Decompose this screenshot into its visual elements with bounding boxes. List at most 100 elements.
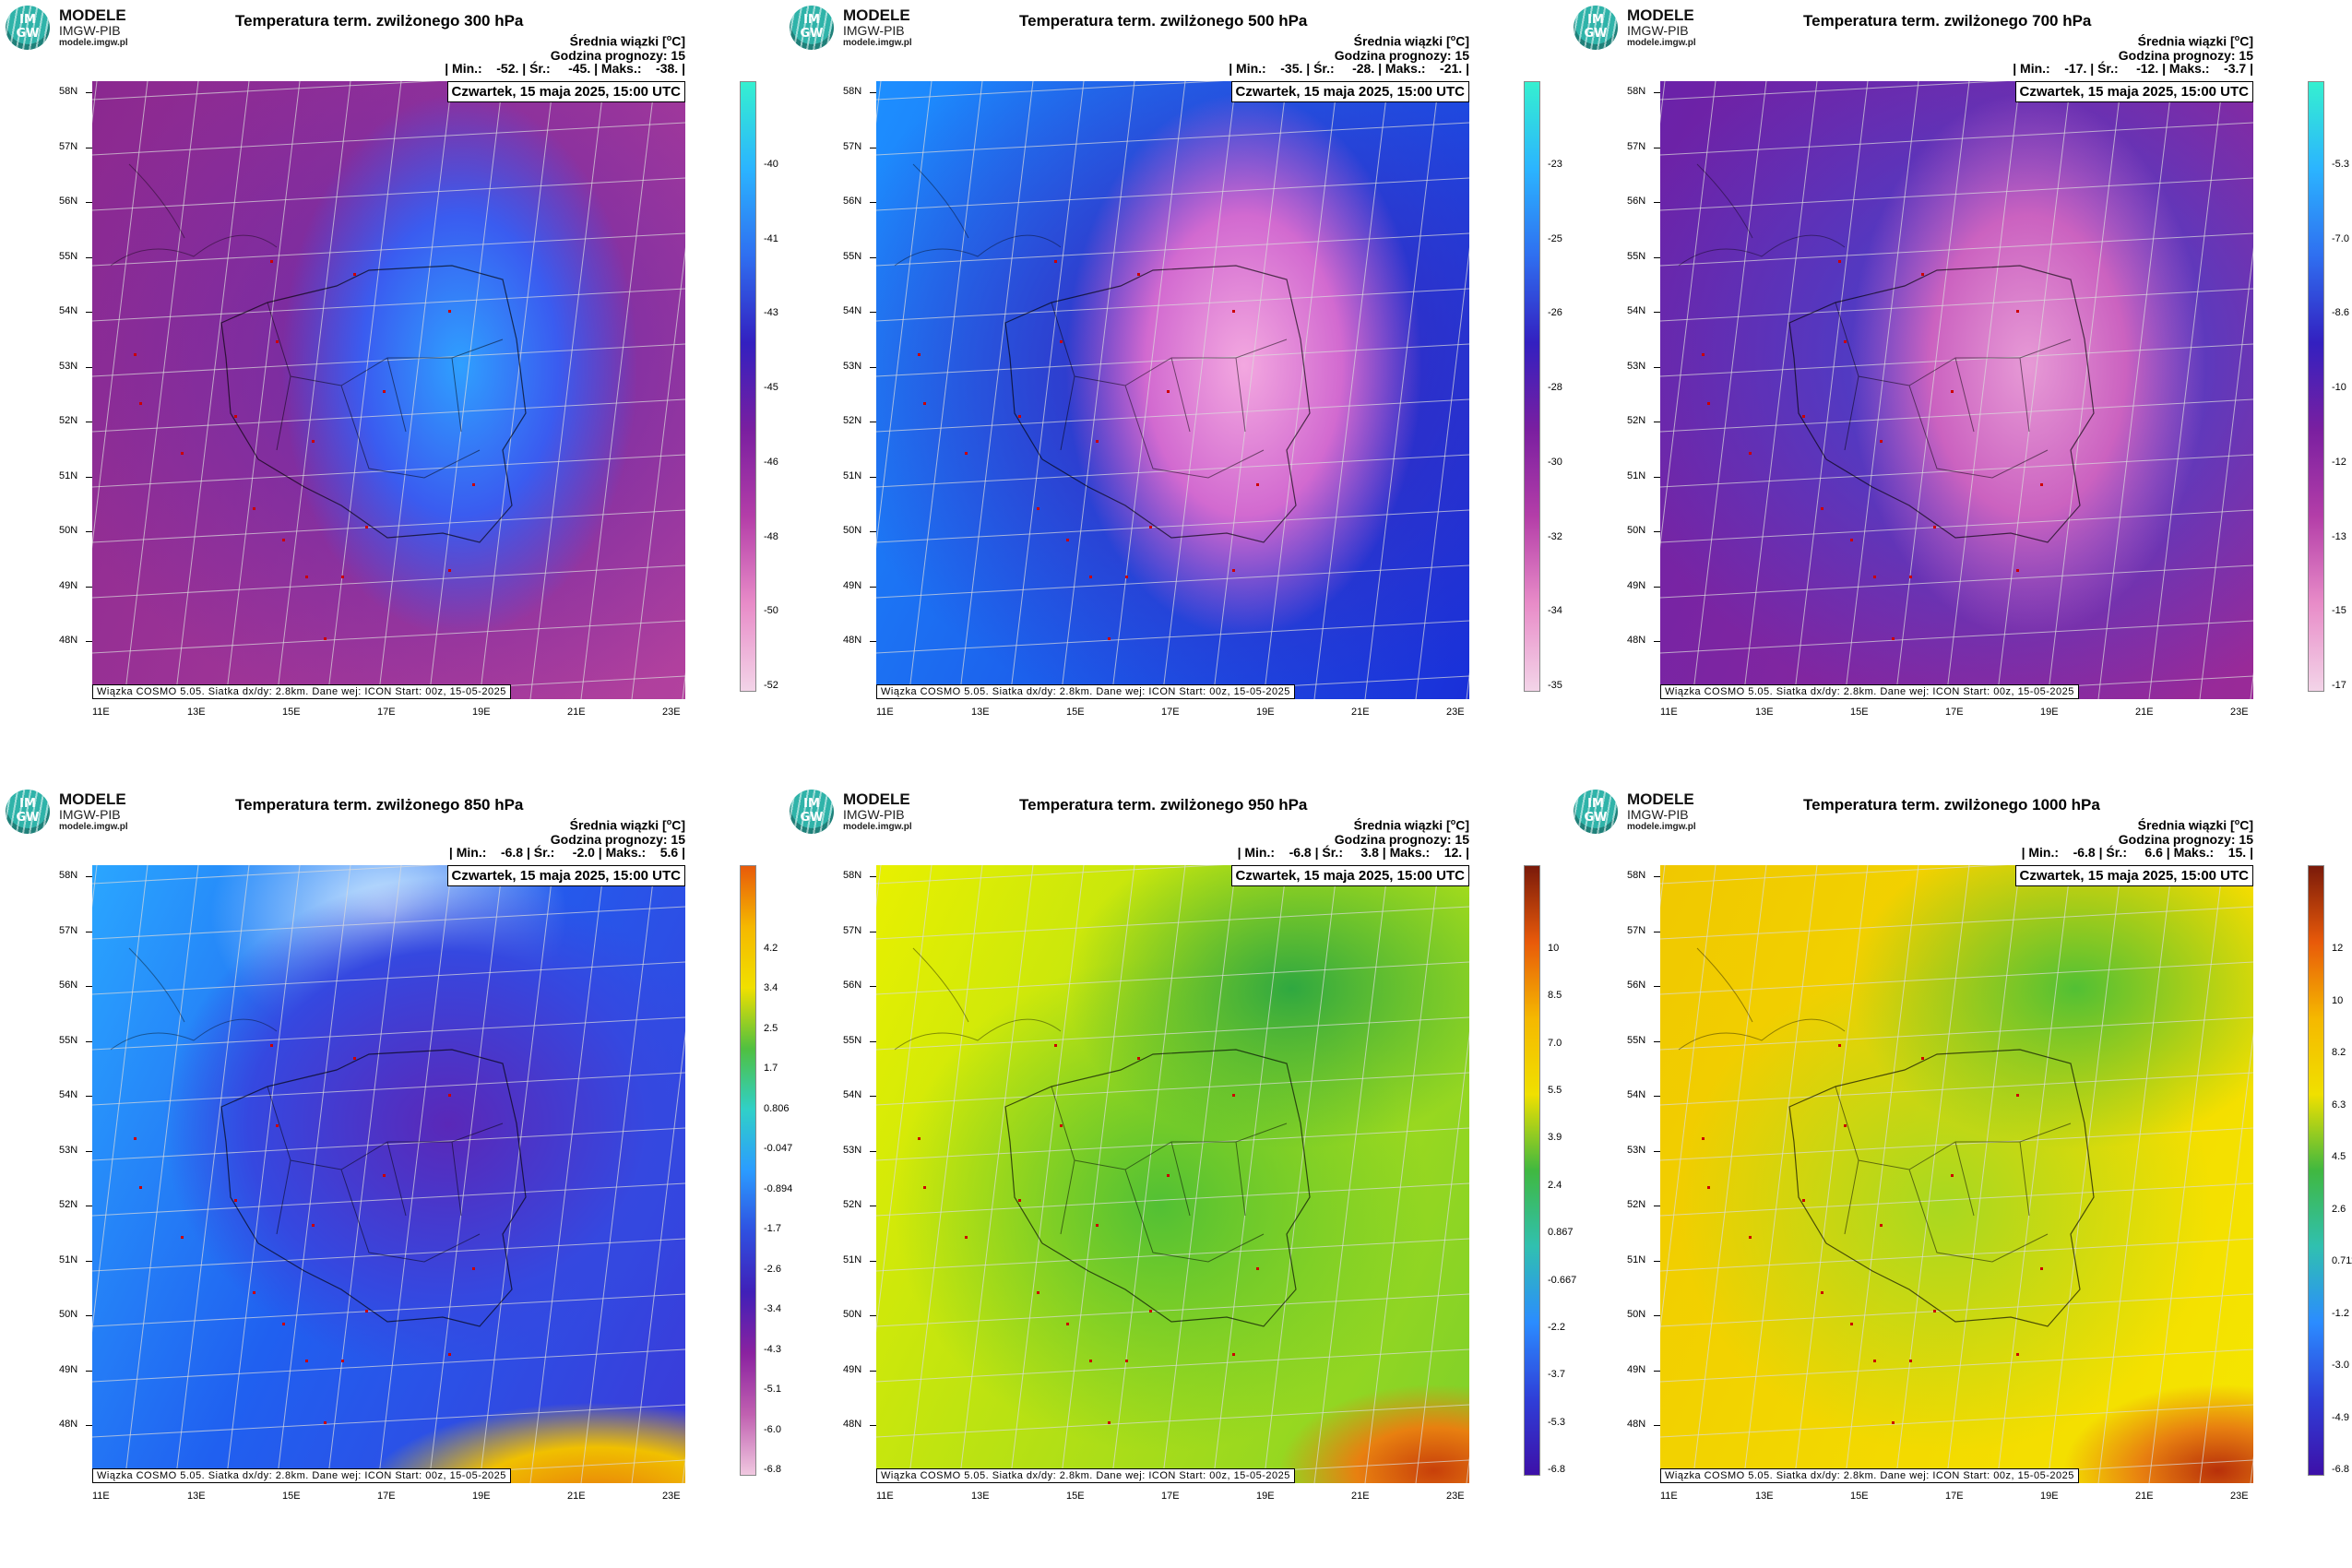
colorbar-label: -12 — [2332, 456, 2346, 468]
longitude-label: 19E — [472, 1491, 491, 1502]
colorbar-label: -52 — [764, 680, 778, 691]
colorbar-label: 12 — [2332, 943, 2344, 954]
city-marker — [1702, 1136, 1705, 1140]
longitude-label: 13E — [1755, 707, 1774, 718]
city-marker — [281, 538, 285, 541]
temperature-map: Czwartek, 15 maja 2025, 15:00 UTC Wiązka … — [92, 81, 685, 699]
forecast-hour: Godzina prognozy: 15 — [2118, 831, 2253, 847]
latitude-label: 55N — [1627, 1034, 1646, 1046]
longitude-label: 17E — [1161, 707, 1180, 718]
longitude-label: 13E — [1755, 1491, 1774, 1502]
longitude-label: 11E — [876, 1491, 894, 1502]
city-marker — [1749, 1236, 1752, 1239]
city-marker — [2015, 309, 2019, 313]
latitude-tick — [870, 1425, 876, 1426]
latitude-tick — [870, 92, 876, 93]
imgw-logo-icon: IM GW — [1574, 6, 1618, 50]
latitude-tick — [86, 586, 92, 588]
logo-disc-bottom: GW — [1584, 811, 1608, 825]
imgw-logo-icon: IM GW — [6, 6, 50, 50]
latitude-label: 48N — [59, 1419, 78, 1430]
latitude-label: 58N — [59, 870, 78, 881]
forecast-date: Czwartek, 15 maja 2025, 15:00 UTC — [446, 865, 685, 886]
map-grid-overlay — [92, 865, 685, 1483]
city-marker — [1820, 507, 1823, 511]
temperature-map: Czwartek, 15 maja 2025, 15:00 UTC Wiązka … — [876, 81, 1469, 699]
latitude-label: 54N — [59, 305, 78, 316]
longitude-label: 17E — [1161, 1491, 1180, 1502]
colorbar-label: -6.0 — [764, 1423, 781, 1435]
longitude-label: 17E — [1945, 707, 1964, 718]
city-marker — [1148, 526, 1152, 529]
panel-info: Średnia wiązki [oC] Godzina prognozy: 15 — [551, 815, 685, 847]
stats-line: | Min.: -6.8 | Śr.: 6.6 | Maks.: 15. | — [2021, 845, 2253, 860]
map-grid-overlay — [1660, 81, 2253, 699]
forecast-hour: Godzina prognozy: 15 — [550, 831, 685, 847]
latitude-label: 54N — [1627, 1089, 1646, 1100]
longitude-label: 21E — [2135, 1491, 2154, 1502]
city-marker — [1932, 1310, 1936, 1313]
stats-line: | Min.: -17. | Śr.: -12. | Maks.: -3.7 | — [2013, 61, 2253, 76]
city-marker — [1891, 1421, 1895, 1424]
logo-disc-top: IM — [803, 13, 820, 27]
colorbar-label: -15 — [2332, 605, 2346, 617]
latitude-label: 49N — [59, 579, 78, 591]
longitude-label: 19E — [2040, 1491, 2059, 1502]
city-marker — [1707, 1186, 1711, 1190]
city-marker — [1060, 340, 1063, 344]
panel-title: Temperatura term. zwilżonego 850 hPa — [235, 796, 524, 814]
city-marker — [1909, 1360, 1913, 1362]
longitude-label: 11E — [92, 707, 110, 718]
city-marker — [1749, 452, 1752, 455]
latitude-tick — [1654, 986, 1660, 987]
latitude-tick — [86, 1315, 92, 1316]
longitude-label: 15E — [1066, 707, 1085, 718]
panel-info: Średnia wiązki [oC] Godzina prognozy: 15 — [1335, 31, 1469, 63]
latitude-tick — [86, 1150, 92, 1152]
logo-url: modele.imgw.pl — [59, 822, 128, 832]
latitude-tick — [1654, 1315, 1660, 1316]
city-marker — [1018, 414, 1022, 418]
latitude-tick — [870, 202, 876, 203]
latitude-label: 54N — [843, 1089, 862, 1100]
city-marker — [1879, 439, 1883, 443]
colorbar-label: 0.867 — [1548, 1227, 1574, 1239]
city-marker — [1018, 1198, 1022, 1202]
latitude-label: 54N — [1627, 305, 1646, 316]
city-marker — [311, 1223, 315, 1227]
city-marker — [1702, 352, 1705, 356]
logo-line2: IMGW-PIB — [843, 23, 905, 38]
city-marker — [1231, 569, 1235, 573]
stats-line: | Min.: -6.8 | Śr.: -2.0 | Maks.: 5.6 | — [448, 845, 685, 860]
colorbar-label: 4.2 — [764, 943, 778, 954]
colorbar — [2308, 865, 2324, 1476]
city-marker — [1065, 538, 1069, 541]
latitude-label: 50N — [1627, 1309, 1646, 1320]
latitude-label: 48N — [59, 635, 78, 646]
city-marker — [311, 439, 315, 443]
latitude-label: 52N — [843, 1199, 862, 1210]
colorbar-label: -34 — [1548, 605, 1562, 617]
logo-line1: MODELE — [843, 6, 910, 24]
longitude-label: 11E — [1660, 1491, 1678, 1502]
latitude-label: 55N — [59, 1034, 78, 1046]
latitude-label: 51N — [1627, 1253, 1646, 1265]
temperature-map: Czwartek, 15 maja 2025, 15:00 UTC Wiązka … — [1660, 865, 2253, 1483]
city-marker — [965, 1236, 968, 1239]
latitude-label: 56N — [843, 196, 862, 207]
latitude-label: 57N — [1627, 924, 1646, 936]
city-marker — [1802, 1198, 1806, 1202]
latitude-label: 51N — [1627, 469, 1646, 481]
colorbar-label: -40 — [764, 159, 778, 170]
city-marker — [1844, 340, 1847, 344]
latitude-tick — [86, 312, 92, 313]
longitude-label: 13E — [971, 1491, 990, 1502]
latitude-tick — [1654, 202, 1660, 203]
colorbar-label: 8.5 — [1548, 990, 1562, 1002]
latitude-tick — [86, 1040, 92, 1042]
city-marker — [269, 260, 273, 264]
latitude-tick — [1654, 92, 1660, 93]
logo-disc-top: IM — [19, 13, 36, 27]
latitude-label: 54N — [843, 305, 862, 316]
logo-line1: MODELE — [1627, 790, 1694, 808]
